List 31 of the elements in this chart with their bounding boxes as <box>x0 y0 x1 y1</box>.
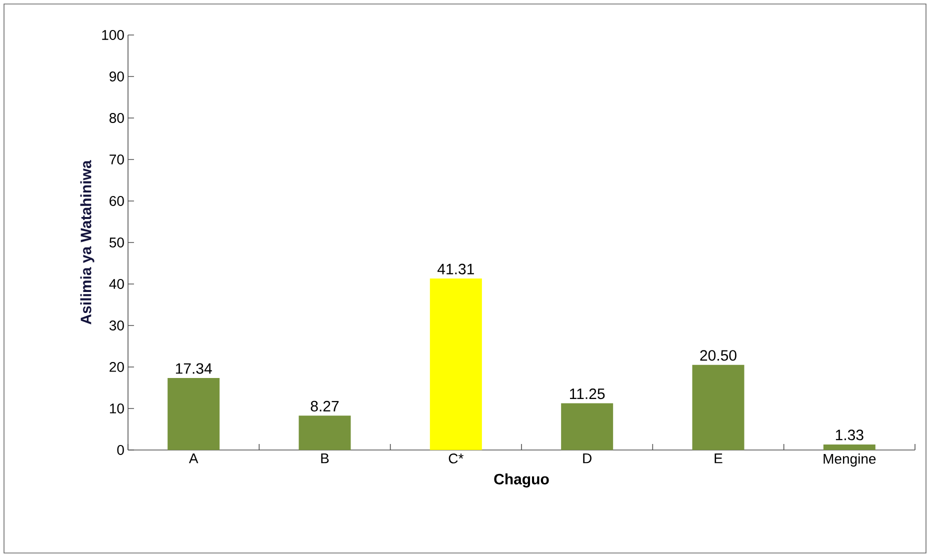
y-tick-label: 80 <box>110 113 124 123</box>
bar <box>430 278 482 450</box>
data-label: 20.50 <box>700 350 736 361</box>
data-label: 8.27 <box>310 400 339 412</box>
x-axis-title: Chaguo <box>494 473 549 488</box>
bar <box>168 378 220 450</box>
y-tick-label: 30 <box>109 320 124 330</box>
data-label: 41.31 <box>437 264 474 274</box>
data-label: 1.33 <box>836 430 864 440</box>
bar <box>692 364 744 450</box>
x-tick-label: B <box>321 454 329 464</box>
y-tick-label: 20 <box>110 362 124 372</box>
y-tick-label: 60 <box>110 196 124 206</box>
y-tick-label: 50 <box>109 238 124 248</box>
bar <box>298 416 351 450</box>
x-tick-label: C* <box>448 454 464 464</box>
x-tick-label: Mengine <box>824 454 876 467</box>
y-tick-label: 0 <box>117 445 124 455</box>
x-tick-label: D <box>583 454 592 464</box>
data-label: 11.25 <box>570 388 605 400</box>
y-tick-label: 100 <box>102 30 124 40</box>
y-tick-label: 40 <box>109 279 124 289</box>
data-label: 17.34 <box>176 363 212 374</box>
y-tick-label: 70 <box>110 154 124 164</box>
bar <box>561 403 614 450</box>
x-tick-label: E <box>714 454 722 464</box>
y-tick-label: 10 <box>110 404 124 414</box>
bar <box>823 444 876 450</box>
x-tick-label: A <box>188 454 198 464</box>
y-tick-label: 90 <box>110 72 124 82</box>
y-axis-title: Asilimia ya Watahiniwa <box>80 160 94 324</box>
